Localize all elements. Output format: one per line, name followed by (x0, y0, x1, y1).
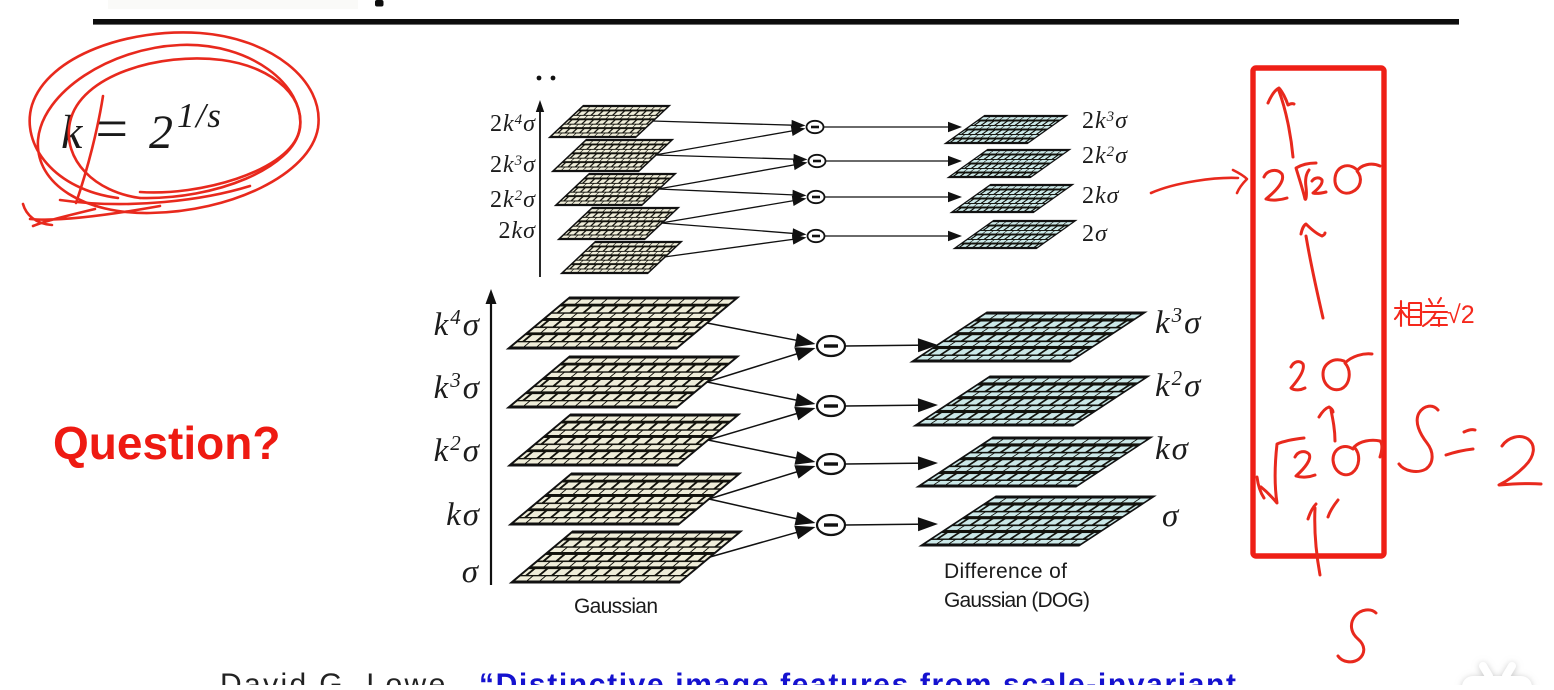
svg-text:2k4σ: 2k4σ (490, 111, 536, 137)
svg-text:2k3σ: 2k3σ (1082, 108, 1128, 134)
svg-text:kσ: kσ (446, 497, 481, 533)
svg-text:Difference of: Difference of (944, 560, 1067, 583)
svg-text:2k2σ: 2k2σ (490, 187, 536, 213)
svg-text:k4σ: k4σ (434, 305, 481, 343)
svg-text:√2: √2 (1447, 301, 1475, 329)
svg-text:Gaussian: Gaussian (574, 595, 658, 618)
svg-text:k3σ: k3σ (434, 368, 481, 406)
svg-text:“Distinctive image features fr: “Distinctive image features from scale-i… (479, 668, 1236, 685)
svg-text:Gaussian (DOG): Gaussian (DOG) (944, 589, 1090, 612)
svg-text:σ: σ (462, 554, 480, 590)
svg-text:2σ: 2σ (1082, 221, 1108, 247)
svg-text:kσ: kσ (1155, 431, 1190, 467)
svg-text:2k2σ: 2k2σ (1082, 143, 1128, 169)
svg-text:2k3σ: 2k3σ (490, 152, 536, 178)
svg-text:2kσ: 2kσ (499, 218, 537, 244)
svg-text:σ: σ (1162, 498, 1180, 534)
svg-text:2kσ: 2kσ (1082, 183, 1120, 209)
svg-text:Question?: Question? (53, 417, 280, 469)
svg-text:David G. Lowe.: David G. Lowe. (220, 668, 456, 685)
